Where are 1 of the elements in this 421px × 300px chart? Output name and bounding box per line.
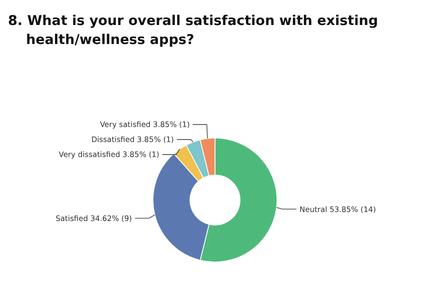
chart-title: 8. What is your overall satisfaction with existing health/wellness apps? (8, 13, 378, 48)
